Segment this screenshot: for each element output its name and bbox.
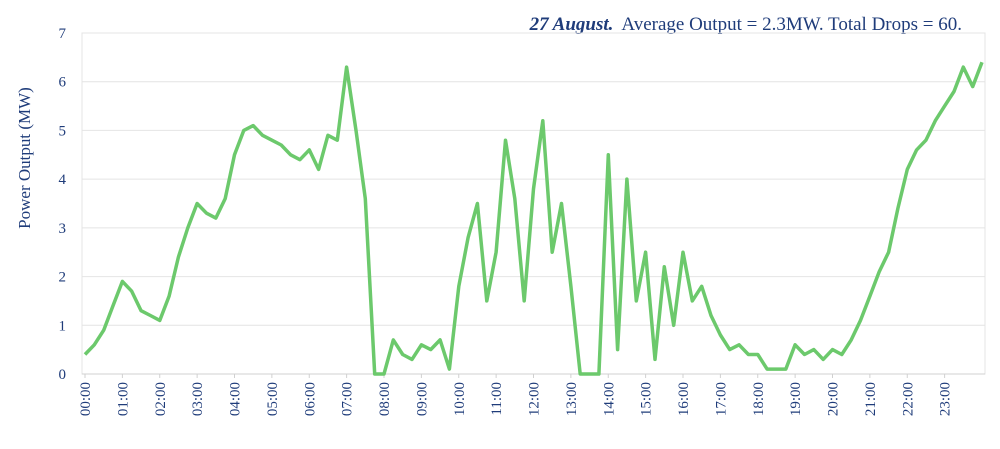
x-tick-label: 10:00: [452, 382, 468, 416]
x-tick-label: 00:00: [78, 382, 94, 416]
data-line: [83, 61, 984, 376]
y-tick-label: 6: [59, 75, 67, 91]
x-tick-label: 22:00: [900, 382, 916, 416]
y-tick-label: 3: [59, 221, 67, 237]
x-tick-label: 18:00: [751, 382, 767, 416]
x-tick-label: 01:00: [115, 382, 131, 416]
y-tick-label: 7: [59, 26, 67, 42]
chart-title: 27 August.: [529, 14, 614, 35]
x-tick-label: 16:00: [676, 382, 692, 416]
y-tick-label: 0: [59, 367, 67, 383]
y-axis-label: Power Output (MW): [15, 87, 34, 229]
chart-subtitle: Average Output = 2.3MW. Total Drops = 60…: [621, 14, 962, 35]
y-tick-label: 1: [59, 318, 67, 334]
x-tick-label: 20:00: [826, 382, 842, 416]
x-tick-label: 23:00: [938, 382, 954, 416]
x-tick-label: 15:00: [639, 382, 655, 416]
x-tick-label: 04:00: [228, 382, 244, 416]
y-tick-label: 5: [59, 123, 67, 139]
chart-title-line: 27 August. Average Output = 2.3MW. Total …: [529, 14, 962, 35]
y-tick-label: 2: [59, 270, 67, 286]
x-tick-label: 11:00: [489, 382, 505, 416]
x-tick-label: 21:00: [863, 382, 879, 416]
x-tick-label: 13:00: [564, 382, 580, 416]
x-tick-label: 14:00: [601, 382, 617, 416]
x-tick-label: 05:00: [265, 382, 281, 416]
x-tick-label: 07:00: [340, 382, 356, 416]
x-tick-label: 06:00: [302, 382, 318, 416]
x-tick-label: 08:00: [377, 382, 393, 416]
x-tick-label: 09:00: [414, 382, 430, 416]
x-tick-label: 19:00: [788, 382, 804, 416]
x-tick-label: 02:00: [153, 382, 169, 416]
y-tick-label: 4: [59, 172, 67, 188]
x-tick-label: 17:00: [713, 382, 729, 416]
x-tick-label: 12:00: [527, 382, 543, 416]
x-tick-label: 03:00: [190, 382, 206, 416]
